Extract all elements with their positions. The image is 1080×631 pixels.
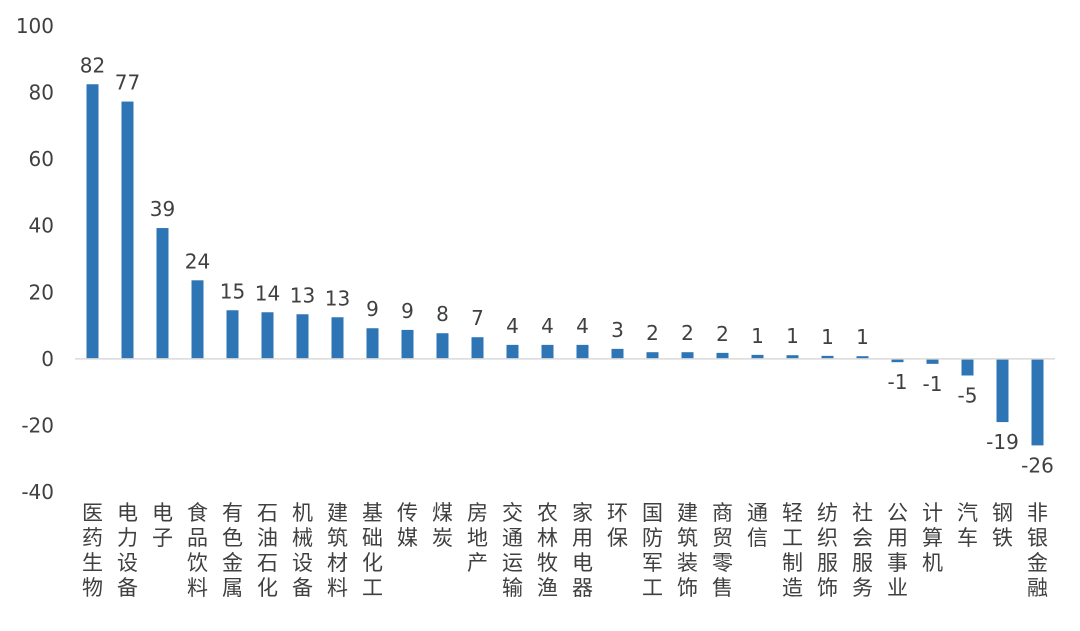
y-axis-ticks: 100 80 60 40 20 0 -20 -40 (16, 14, 54, 504)
data-label: 1 (856, 325, 869, 349)
y-tick-label: 40 (29, 214, 54, 238)
bar (926, 358, 939, 364)
bar (436, 333, 449, 359)
y-tick-label: 100 (16, 14, 54, 38)
bar (1031, 358, 1044, 446)
bar (611, 348, 624, 359)
data-label: -19 (986, 430, 1019, 454)
data-label: 9 (401, 299, 414, 323)
bar (156, 228, 169, 359)
category-label: 煤炭 (432, 501, 453, 550)
data-label: 2 (681, 321, 694, 345)
category-label: 社会服务 (852, 501, 873, 600)
bar (121, 101, 134, 359)
data-label: -1 (923, 372, 943, 396)
y-tick-label: -40 (21, 480, 54, 504)
bar (716, 352, 729, 359)
bar (856, 356, 869, 359)
bar (366, 328, 379, 359)
data-label: 4 (576, 314, 589, 338)
bar (506, 344, 519, 359)
category-label: 电子 (152, 501, 173, 550)
bar (296, 314, 309, 359)
data-label: 2 (646, 321, 659, 345)
bar (821, 355, 834, 359)
category-label: 通信 (747, 501, 768, 550)
bar (401, 329, 414, 359)
data-label: 1 (786, 324, 799, 348)
data-label: 9 (366, 297, 379, 321)
y-tick-label: 60 (29, 147, 54, 171)
bar (331, 317, 344, 359)
category-label: 轻工制造 (782, 501, 803, 600)
data-label: 39 (150, 197, 175, 221)
bar (541, 344, 554, 359)
category-label: 石油石化 (257, 501, 278, 600)
category-label: 机械设备 (292, 501, 313, 600)
bar (751, 354, 764, 359)
bar (576, 344, 589, 359)
data-label: 3 (611, 318, 624, 342)
y-tick-label: -20 (21, 413, 54, 437)
bar (681, 352, 694, 359)
category-label: 商贸零售 (712, 501, 733, 600)
data-label: -5 (958, 384, 978, 408)
category-label: 基础化工 (362, 501, 383, 600)
bar (786, 355, 799, 359)
data-label: 13 (290, 283, 315, 307)
category-label: 医药生物 (82, 501, 103, 600)
data-label: 7 (471, 306, 484, 330)
data-label: 4 (506, 314, 519, 338)
y-tick-label: 20 (29, 280, 54, 304)
category-label: 房地产 (467, 501, 488, 575)
data-label: 13 (325, 286, 350, 310)
category-label: 计算机 (922, 501, 943, 575)
category-label: 建筑材料 (327, 501, 348, 600)
data-label: 82 (80, 53, 105, 77)
bar (471, 337, 484, 359)
bar (891, 358, 904, 363)
category-labels-group: 医药生物电力设备电子食品饮料有色金属石油石化机械设备建筑材料基础化工传媒煤炭房地… (82, 501, 1048, 600)
data-label: 8 (436, 302, 449, 326)
category-label: 公用事业 (887, 501, 908, 600)
bars-group (86, 84, 1044, 446)
data-label: 2 (716, 322, 729, 346)
bar (646, 352, 659, 359)
bar (226, 310, 239, 359)
category-label: 环保 (607, 501, 628, 550)
category-label: 食品饮料 (187, 501, 208, 600)
bar (961, 358, 974, 376)
bar (191, 280, 204, 359)
category-label: 汽车 (957, 501, 978, 550)
y-tick-label: 0 (41, 347, 54, 371)
data-label: 14 (255, 281, 280, 305)
bar (86, 84, 99, 359)
bar (261, 312, 274, 359)
category-label: 纺织服饰 (817, 501, 838, 600)
category-label: 交通运输 (502, 501, 523, 600)
category-label: 农林牧渔 (537, 501, 558, 600)
category-label: 电力设备 (117, 501, 138, 600)
category-label: 国防军工 (642, 501, 663, 600)
category-label: 建筑装饰 (677, 501, 698, 600)
category-label: 家用电器 (572, 501, 593, 600)
y-tick-label: 80 (29, 81, 54, 105)
data-label: -26 (1021, 453, 1054, 477)
category-label: 非银金融 (1027, 501, 1048, 600)
data-label: 24 (185, 249, 210, 273)
category-label: 钢铁 (992, 501, 1013, 550)
category-label: 传媒 (397, 501, 418, 550)
data-label: 1 (821, 325, 834, 349)
category-label: 有色金属 (222, 501, 243, 600)
data-label: 4 (541, 314, 554, 338)
data-label: 77 (115, 71, 140, 95)
data-label: 1 (751, 324, 764, 348)
data-label: -1 (888, 370, 908, 394)
bar (996, 358, 1009, 423)
data-label: 15 (220, 279, 245, 303)
